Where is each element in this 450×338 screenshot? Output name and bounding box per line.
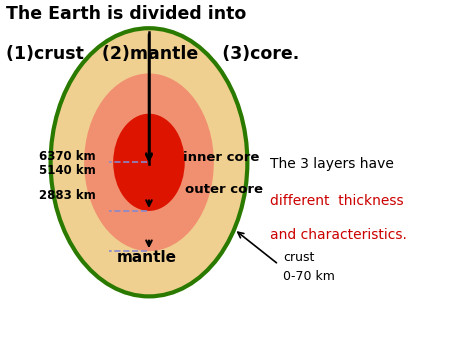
Text: 5140 km: 5140 km xyxy=(40,164,96,176)
Ellipse shape xyxy=(50,28,248,296)
Text: outer core: outer core xyxy=(185,183,263,196)
Text: different  thickness: different thickness xyxy=(270,194,403,208)
Text: 2883 km: 2883 km xyxy=(40,189,96,202)
Text: 0-70 km: 0-70 km xyxy=(283,270,335,283)
Text: (1)crust   (2)mantle    (3)core.: (1)crust (2)mantle (3)core. xyxy=(6,45,299,63)
Text: and characteristics.: and characteristics. xyxy=(270,228,407,242)
Text: The Earth is divided into: The Earth is divided into xyxy=(6,5,246,23)
Text: mantle: mantle xyxy=(117,250,177,265)
Ellipse shape xyxy=(84,73,214,251)
Text: crust: crust xyxy=(283,251,315,264)
Text: inner core: inner core xyxy=(183,151,259,164)
Text: 6370 km: 6370 km xyxy=(40,150,96,163)
Ellipse shape xyxy=(113,114,185,211)
Text: The 3 layers have: The 3 layers have xyxy=(270,157,394,171)
